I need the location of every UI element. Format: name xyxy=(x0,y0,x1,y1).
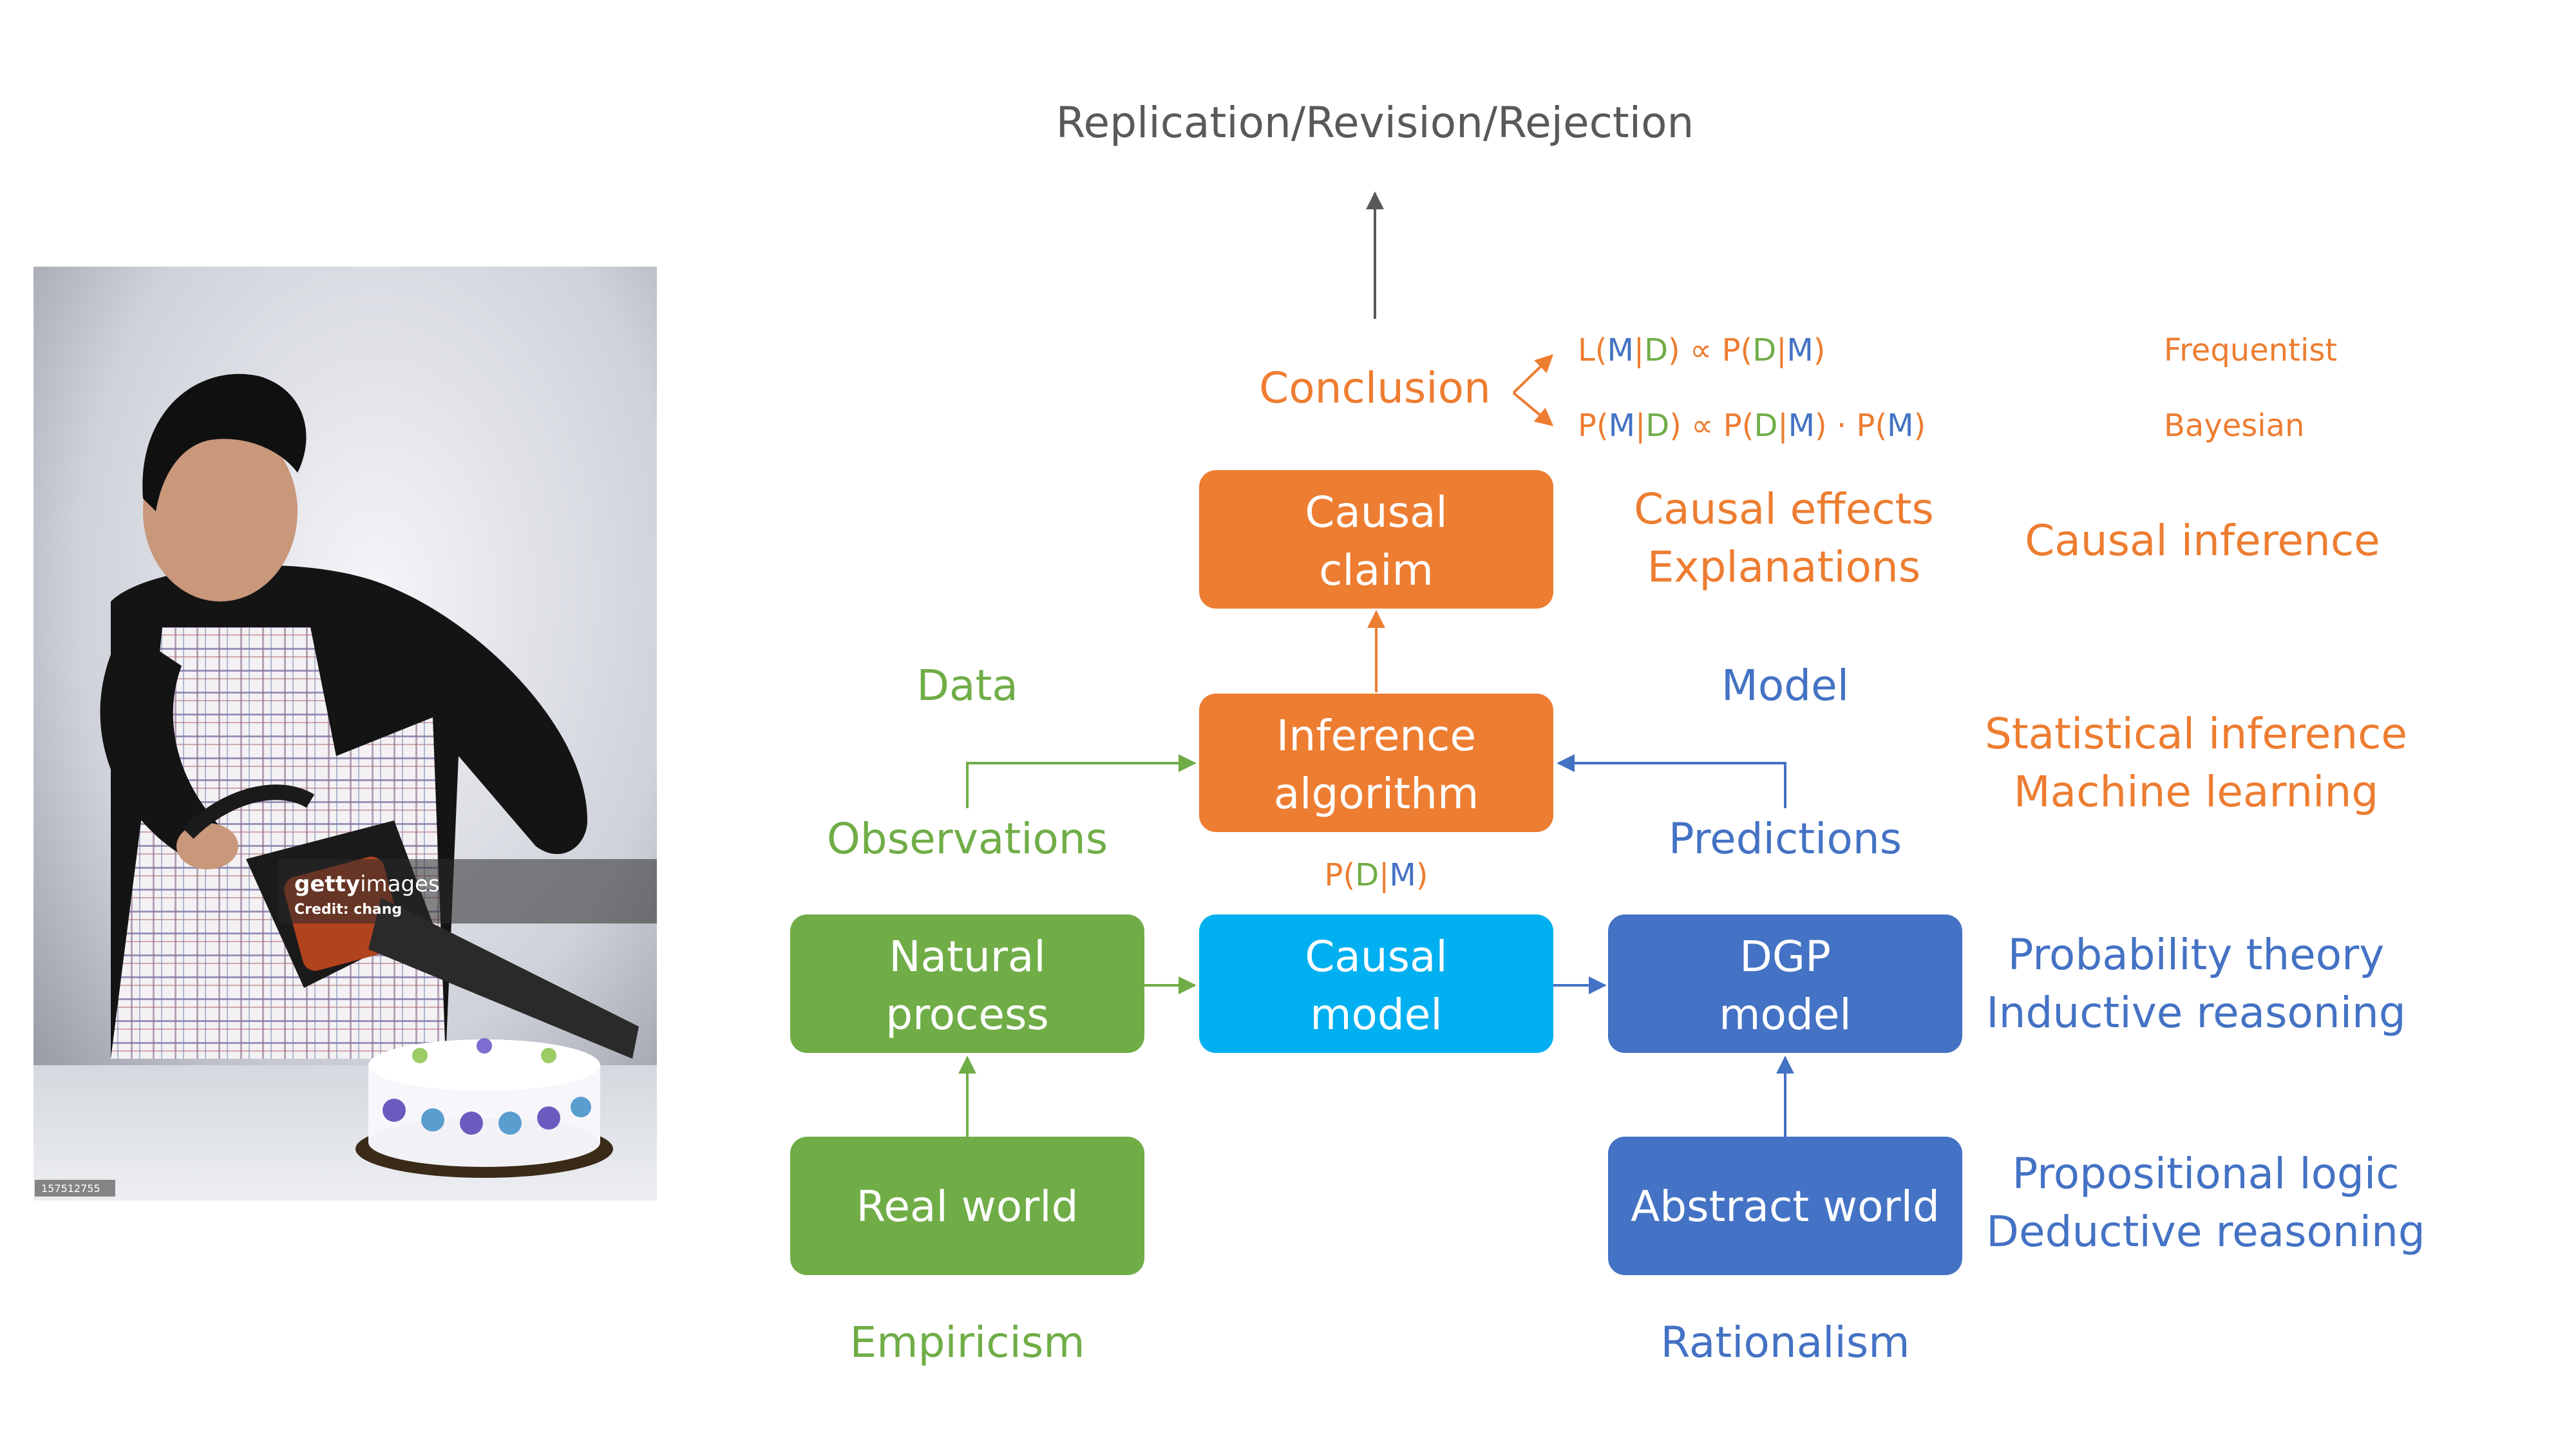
man-hair xyxy=(142,374,307,511)
image-id-badge xyxy=(35,1180,115,1197)
arrow-model-to-inference xyxy=(1557,754,1786,808)
pdm-formula: P(D|M) xyxy=(1325,857,1428,893)
svg-text:model: model xyxy=(1719,990,1852,1039)
svg-text:model: model xyxy=(1310,990,1443,1039)
inductive-reasoning-label: Inductive reasoning xyxy=(1986,988,2406,1037)
machine-learning-label: Machine learning xyxy=(2014,767,2379,817)
frequentist-label: Frequentist xyxy=(2164,332,2337,368)
likelihood-formula: L(M|D) ∝ P(D|M) xyxy=(1578,332,1826,368)
man-arm xyxy=(100,627,227,859)
svg-text:Abstract world: Abstract world xyxy=(1631,1182,1940,1231)
rationalism-label: Rationalism xyxy=(1660,1318,1909,1367)
explanations-label: Explanations xyxy=(1647,542,1921,592)
causal-inference-label: Causal inference xyxy=(2025,516,2380,565)
conclusion-arrow-bayesian xyxy=(1512,392,1554,426)
real-world-box: Real world xyxy=(790,1137,1144,1275)
svg-text:Causal: Causal xyxy=(1305,932,1448,981)
statistical-inference-label: Statistical inference xyxy=(1985,709,2407,759)
svg-text:Causal: Causal xyxy=(1305,488,1448,537)
observations-label: Observations xyxy=(827,814,1108,864)
svg-text:claim: claim xyxy=(1319,545,1434,595)
causal-effects-label: Causal effects xyxy=(1634,484,1934,534)
arrow-data-to-inference xyxy=(966,754,1197,808)
svg-text:Real world: Real world xyxy=(857,1182,1079,1231)
empiricism-label: Empiricism xyxy=(850,1318,1085,1367)
conclusion-label: Conclusion xyxy=(1259,363,1491,413)
image-id: 157512755 xyxy=(41,1182,100,1195)
svg-text:process: process xyxy=(886,990,1049,1039)
chainsaw-cake-photo: gettyimages Credit: chang 157512755 xyxy=(33,267,657,1200)
data-label: Data xyxy=(916,661,1018,710)
watermark-brand: gettyimages xyxy=(294,871,440,897)
svg-text:algorithm: algorithm xyxy=(1274,769,1479,819)
replication-title: Replication/Revision/Rejection xyxy=(1056,98,1694,147)
cake xyxy=(355,1038,613,1178)
svg-text:Natural: Natural xyxy=(889,932,1045,981)
abstract-world-box: Abstract world xyxy=(1608,1137,1962,1275)
dgp-model-box: DGP model xyxy=(1608,914,1962,1053)
probability-theory-label: Probability theory xyxy=(2008,930,2385,980)
propositional-logic-label: Propositional logic xyxy=(2012,1149,2399,1198)
man-head xyxy=(143,421,298,601)
conclusion-arrow-frequentist xyxy=(1512,354,1554,394)
natural-process-box: Natural process xyxy=(790,914,1144,1053)
causal-claim-box: Causal claim xyxy=(1199,470,1553,609)
deductive-reasoning-label: Deductive reasoning xyxy=(1986,1207,2425,1256)
watermark-credit: Credit: chang xyxy=(294,902,402,918)
model-label: Model xyxy=(1721,661,1849,710)
bayesian-label: Bayesian xyxy=(2164,408,2304,444)
svg-text:Inference: Inference xyxy=(1276,711,1476,761)
predictions-label: Predictions xyxy=(1669,814,1902,864)
inference-algorithm-box: Inference algorithm xyxy=(1199,694,1553,832)
watermark-band xyxy=(278,859,657,923)
svg-text:DGP: DGP xyxy=(1739,932,1831,981)
posterior-formula: P(M|D) ∝ P(D|M) · P(M) xyxy=(1578,408,1926,444)
causal-model-box: Causal model xyxy=(1199,914,1553,1053)
